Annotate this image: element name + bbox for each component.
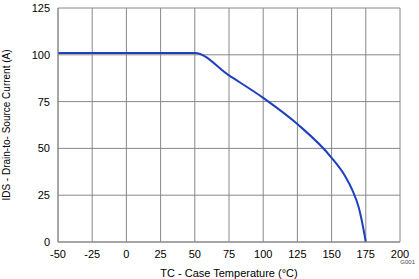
svg-text:150: 150 — [322, 248, 340, 260]
svg-text:50: 50 — [38, 142, 50, 154]
svg-text:25: 25 — [154, 248, 166, 260]
svg-text:0: 0 — [123, 248, 129, 260]
svg-text:75: 75 — [38, 96, 50, 108]
svg-text:125: 125 — [288, 248, 306, 260]
svg-text:25: 25 — [38, 189, 50, 201]
svg-text:75: 75 — [223, 248, 235, 260]
svg-text:TC - Case Temperature (°C): TC - Case Temperature (°C) — [160, 267, 297, 279]
svg-text:200: 200 — [391, 248, 409, 260]
svg-text:175: 175 — [357, 248, 375, 260]
svg-text:100: 100 — [32, 49, 50, 61]
svg-text:IDS - Drain-to- Source Current: IDS - Drain-to- Source Current (A) — [8, 49, 12, 200]
html-text:G001: G001 — [400, 259, 415, 265]
svg-text:-50: -50 — [50, 248, 66, 260]
svg-text:125: 125 — [32, 2, 50, 14]
svg-text:0: 0 — [44, 236, 50, 248]
svg-text:50: 50 — [189, 248, 201, 260]
svg-text:-25: -25 — [84, 248, 100, 260]
svg-text:100: 100 — [254, 248, 272, 260]
